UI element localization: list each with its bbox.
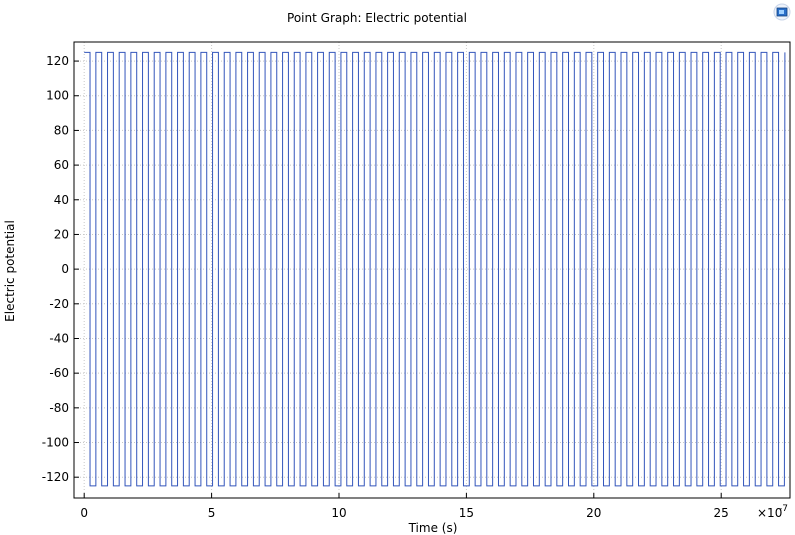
y-tick-label: 20	[54, 227, 69, 241]
grid-lines	[74, 42, 790, 498]
y-tick-label: -60	[49, 366, 69, 380]
x-tick-label: 10	[331, 506, 346, 520]
y-tick-label: -120	[42, 470, 69, 484]
y-axis-label: Electric potential	[3, 220, 17, 322]
x-tick-label: 0	[80, 506, 88, 520]
y-tick-label: 40	[54, 193, 69, 207]
y-tick-label: -100	[42, 436, 69, 450]
y-tick-label: -20	[49, 297, 69, 311]
x-tick-label: 25	[714, 506, 729, 520]
plot-frame	[73, 41, 791, 499]
x-axis-multiplier: ×10 -7	[757, 504, 788, 520]
y-tick-label: 120	[46, 54, 69, 68]
x-tick-label: 20	[586, 506, 601, 520]
x-multiplier-exponent: -7	[779, 504, 788, 514]
x-axis-ticks: 0 5 10 15 20 25	[80, 493, 729, 520]
x-multiplier-base: ×10	[757, 506, 782, 520]
y-tick-label: -40	[49, 331, 69, 345]
x-axis-label: Time (s)	[408, 521, 458, 535]
x-tick-label: 5	[208, 506, 216, 520]
y-tick-label: 80	[54, 123, 69, 137]
app-logo-icon[interactable]	[773, 3, 791, 21]
series-line	[84, 51, 786, 487]
chart-title: Point Graph: Electric potential	[287, 11, 467, 25]
y-tick-label: 0	[61, 262, 69, 276]
y-tick-label: 60	[54, 158, 69, 172]
series-line-group	[84, 51, 786, 487]
y-tick-label: -80	[49, 401, 69, 415]
y-axis-ticks: 120 100 80 60 40 20 0 -20 -40 -60 -80 -100 -120	[42, 54, 79, 484]
x-tick-label: 15	[459, 506, 474, 520]
y-tick-label: 100	[46, 89, 69, 103]
